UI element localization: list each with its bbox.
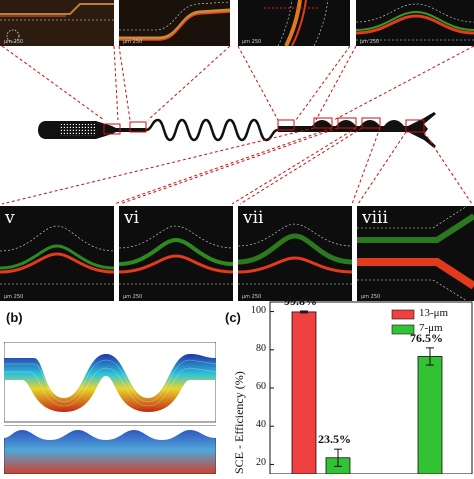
legend-label: 7-μm [419, 322, 443, 334]
micrograph-v-drawing [0, 206, 114, 301]
scale-bar-label: μm 250 [360, 39, 380, 45]
scale-bar-label: μm 250 [242, 39, 262, 45]
scale-bar-label: μm 250 [123, 39, 143, 45]
serpentine-channel [145, 118, 279, 142]
panel-label-c: (c) [225, 310, 241, 325]
legend-label: 13-μm [419, 307, 449, 319]
micrograph-top-2-drawing [119, 0, 230, 46]
y-tick-label: 40 [256, 419, 266, 431]
legend-swatch [391, 309, 415, 320]
panel-label-b: (b) [6, 310, 23, 325]
scale-bar-label: μm 250 [242, 294, 262, 300]
simulation-drawing [3, 341, 217, 475]
inlet-filter-grid [60, 124, 96, 136]
micrograph-top-3-drawing [238, 0, 350, 46]
micrograph-top-1: μm 250 [0, 0, 114, 46]
y-tick-label: 60 [256, 381, 266, 392]
scale-bar-label: μm 250 [361, 294, 381, 300]
panel-label-v: v [5, 208, 15, 228]
micrograph-top-4-drawing [356, 0, 474, 46]
panel-label-viii: viii [362, 208, 388, 228]
micrograph-v: v μm 250 [0, 206, 114, 301]
scale-bar-label: μm 250 [4, 294, 24, 300]
bar [417, 356, 443, 474]
bar-data-label: 76.5% [410, 330, 443, 345]
micrograph-viii-drawing [357, 206, 474, 301]
micrograph-viii: viii μm 250 [357, 206, 474, 301]
panel-label-vi: vi [124, 208, 140, 228]
micrograph-vi-drawing [119, 206, 233, 301]
channel-bumps [312, 120, 404, 126]
panel-label-vii: vii [243, 208, 264, 228]
bar-data-label: 99.8% [284, 293, 317, 308]
micrograph-vii: vii μm 250 [238, 206, 352, 301]
legend-swatch [391, 324, 415, 335]
region-markers [103, 117, 425, 135]
micrograph-top-2: μm 250 [119, 0, 230, 46]
y-tick-label: 80 [256, 342, 266, 354]
micrograph-top-4: μm 250 [356, 0, 474, 46]
guide-lines-top [1, 45, 474, 121]
y-tick-label: 100 [251, 304, 266, 316]
micrograph-vi: vi μm 250 [119, 206, 233, 301]
scale-bar-label: μm 250 [4, 39, 24, 45]
micrograph-top-3: μm 250 [238, 0, 350, 46]
y-tick-label: 20 [256, 457, 266, 469]
guide-lines-bottom [1, 127, 473, 205]
bar [291, 311, 317, 474]
scale-bar-label: μm 250 [123, 294, 143, 300]
micrograph-vii-drawing [238, 206, 352, 301]
micrograph-top-1-drawing [0, 0, 114, 46]
bar-data-label: 23.5% [318, 432, 351, 447]
simulation-panel [3, 341, 217, 475]
